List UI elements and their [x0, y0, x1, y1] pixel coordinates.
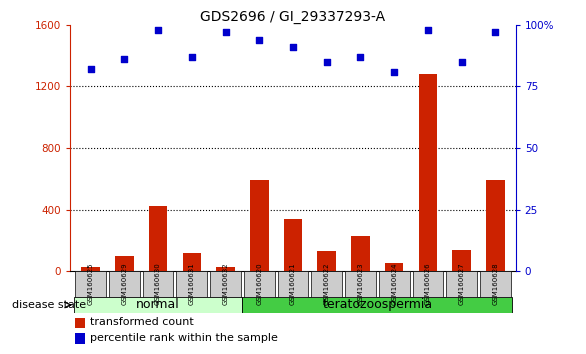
Bar	[75, 333, 84, 343]
Point	[457, 59, 466, 64]
Bar	[452, 250, 471, 271]
Bar	[418, 74, 437, 271]
Point	[490, 29, 500, 35]
Bar	[480, 271, 511, 297]
Text: GSM160630: GSM160630	[155, 263, 161, 306]
Bar	[81, 267, 100, 271]
Bar	[210, 271, 241, 297]
Bar	[176, 271, 207, 297]
Text: GSM160624: GSM160624	[391, 263, 397, 305]
Point	[390, 69, 399, 74]
Text: GSM160623: GSM160623	[357, 263, 363, 306]
Bar	[318, 251, 336, 271]
Bar	[216, 267, 235, 271]
Bar	[486, 180, 505, 271]
Bar	[75, 271, 106, 297]
Point	[221, 29, 230, 35]
Bar	[379, 271, 410, 297]
Text: GSM160625: GSM160625	[87, 263, 94, 305]
Point	[423, 27, 432, 33]
Point	[356, 54, 365, 59]
Text: GSM160621: GSM160621	[290, 263, 296, 306]
Bar	[413, 271, 443, 297]
Point	[86, 66, 96, 72]
Bar	[75, 318, 84, 328]
Point	[288, 44, 298, 50]
Text: disease state: disease state	[12, 300, 87, 310]
Bar	[243, 297, 512, 313]
Bar	[311, 271, 342, 297]
Text: GSM160628: GSM160628	[492, 263, 499, 306]
Text: GSM160631: GSM160631	[189, 263, 195, 306]
Text: GSM160626: GSM160626	[425, 263, 431, 306]
Bar	[244, 271, 275, 297]
Bar	[142, 271, 173, 297]
Point	[120, 56, 129, 62]
Text: transformed count: transformed count	[90, 318, 194, 327]
Bar	[115, 256, 134, 271]
Text: GSM160632: GSM160632	[223, 263, 229, 306]
Bar	[284, 219, 302, 271]
Bar	[109, 271, 139, 297]
Text: normal: normal	[136, 298, 180, 312]
Text: teratozoospermia: teratozoospermia	[322, 298, 432, 312]
Point	[254, 37, 264, 42]
Point	[322, 59, 332, 64]
Bar	[182, 253, 201, 271]
Bar	[385, 263, 404, 271]
Bar	[278, 271, 308, 297]
Bar	[74, 297, 243, 313]
Text: percentile rank within the sample: percentile rank within the sample	[90, 333, 278, 343]
Point	[154, 27, 163, 33]
Text: GSM160627: GSM160627	[459, 263, 465, 306]
Bar	[149, 206, 168, 271]
Bar	[447, 271, 477, 297]
Text: GSM160620: GSM160620	[256, 263, 263, 306]
Text: GSM160622: GSM160622	[323, 263, 330, 305]
Bar	[250, 180, 268, 271]
Bar	[351, 236, 370, 271]
Text: GSM160629: GSM160629	[121, 263, 127, 306]
Bar	[345, 271, 376, 297]
Point	[187, 54, 196, 59]
Title: GDS2696 / GI_29337293-A: GDS2696 / GI_29337293-A	[200, 10, 386, 24]
